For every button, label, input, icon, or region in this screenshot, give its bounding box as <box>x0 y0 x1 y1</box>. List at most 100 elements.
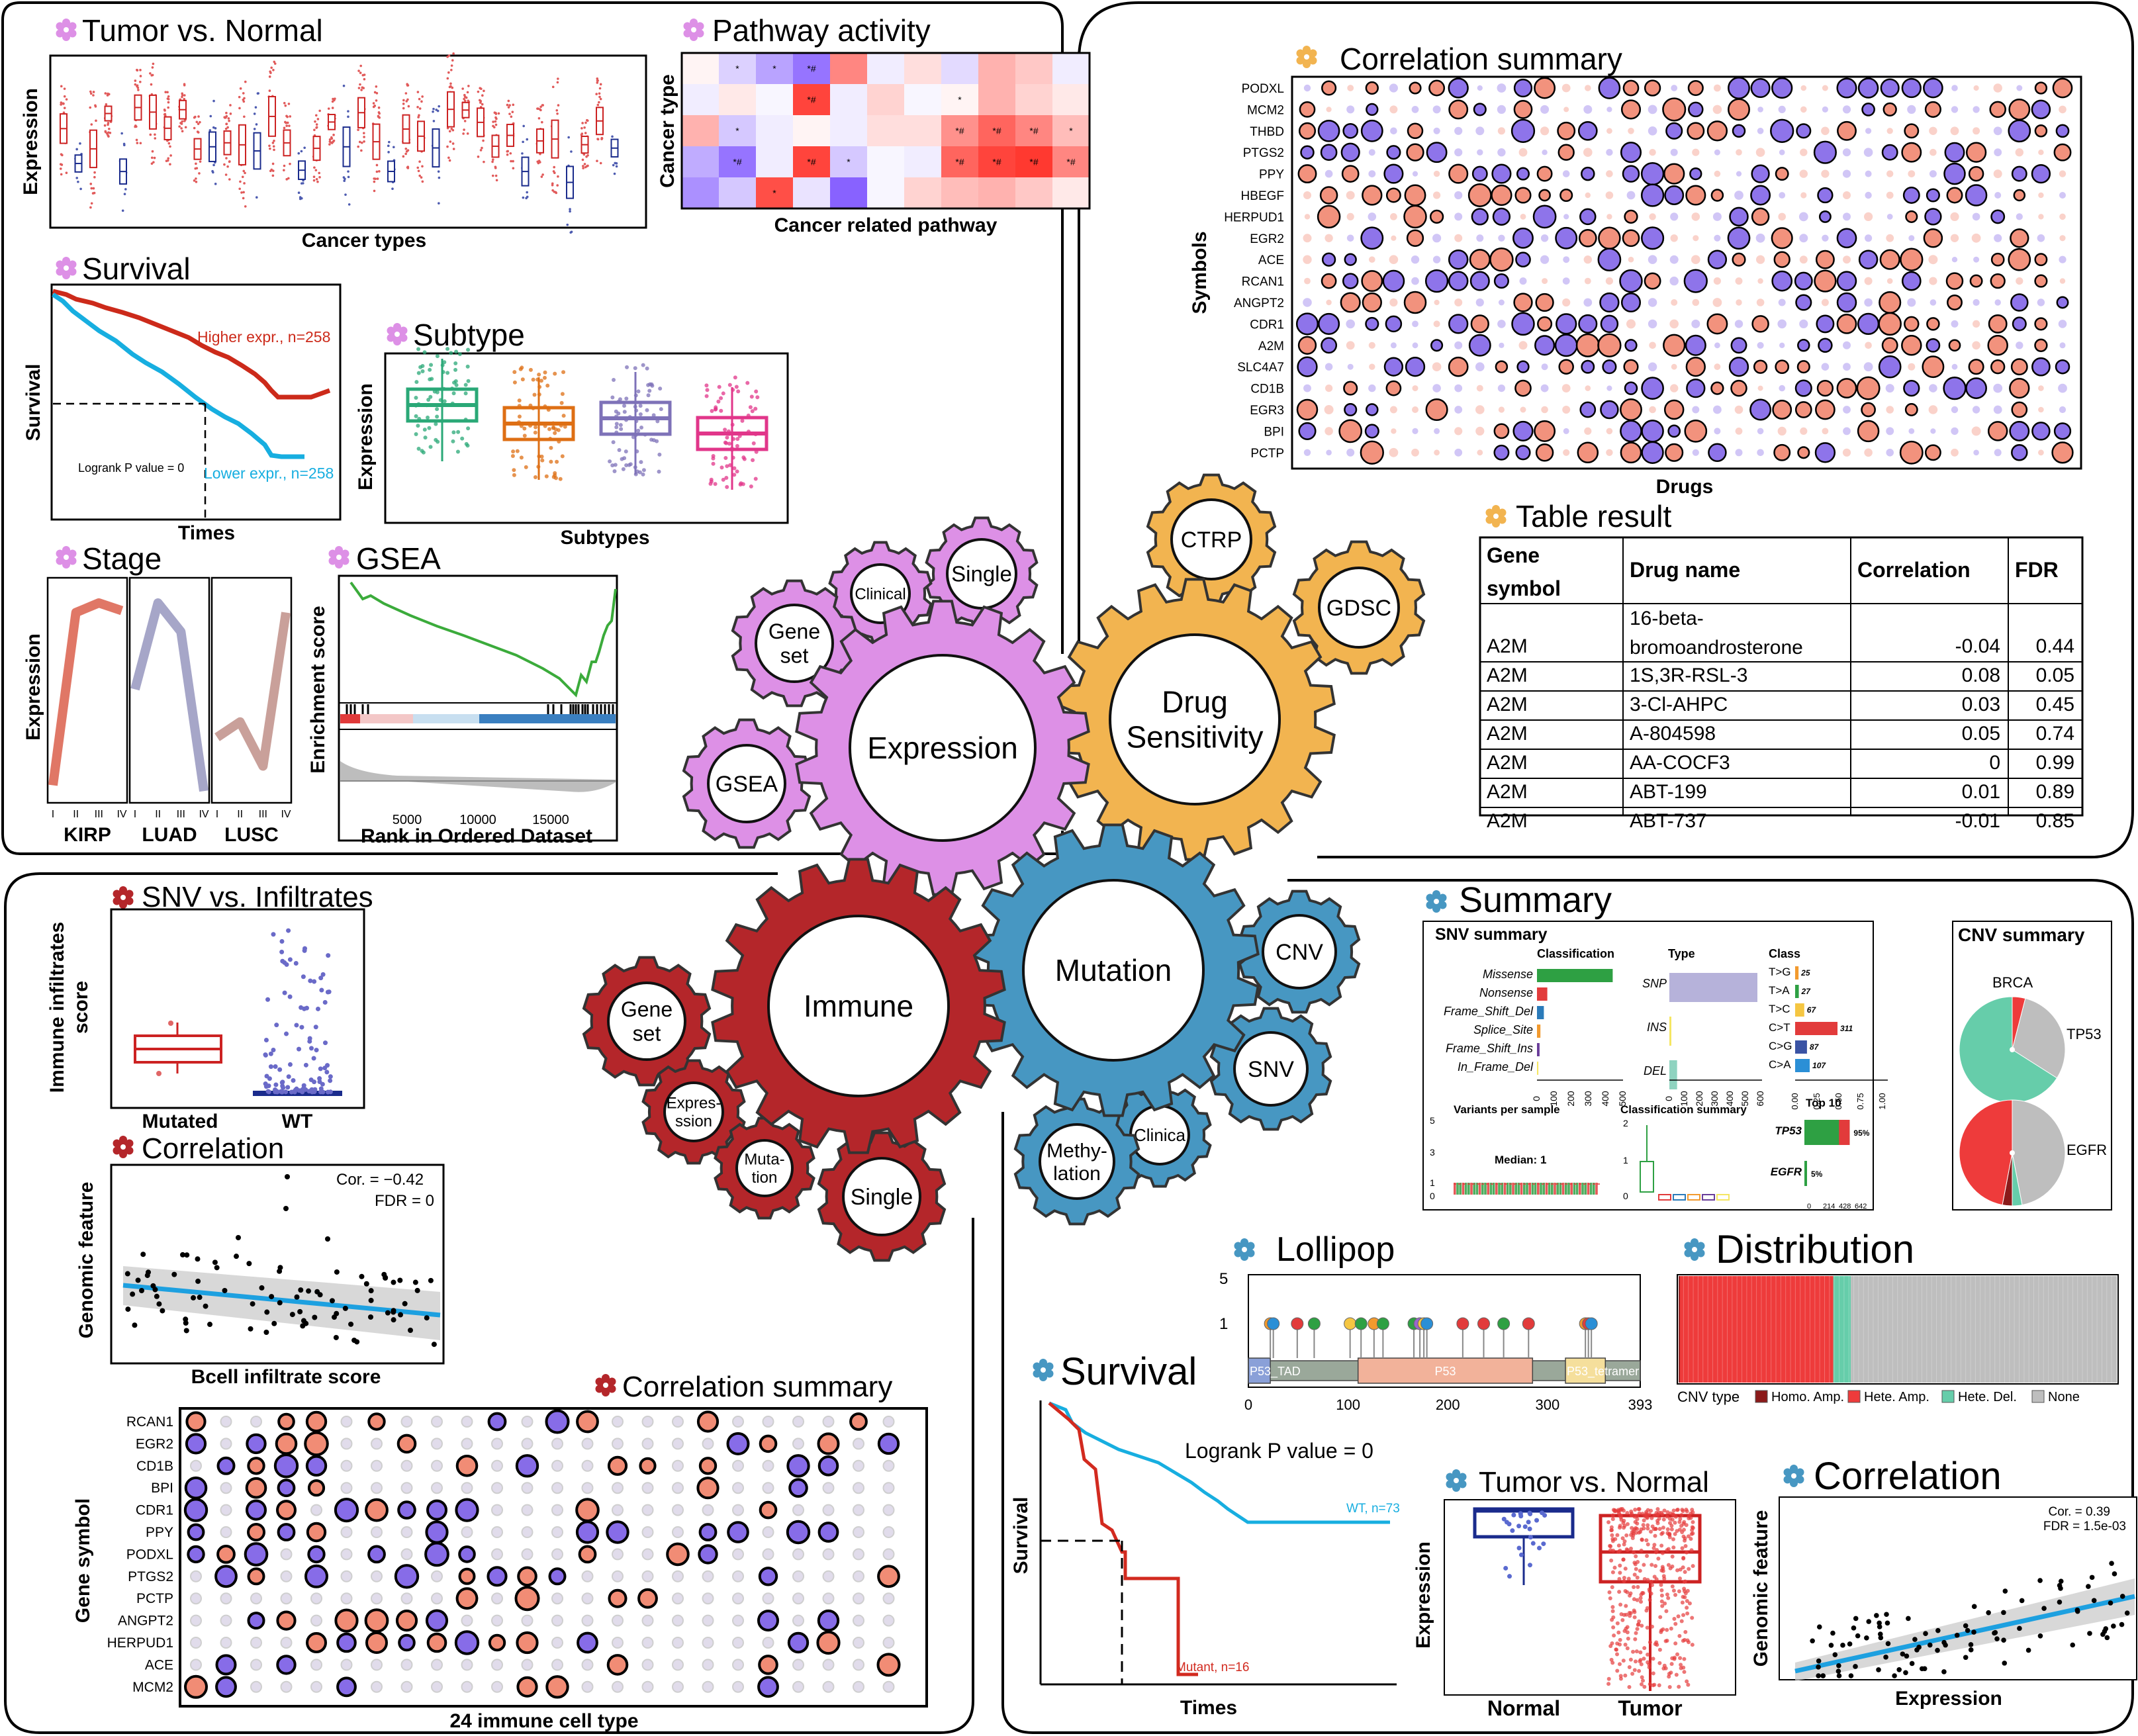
table-border <box>1479 536 2084 817</box>
methylation-gear-hub <box>1039 1123 1115 1200</box>
drug-corr-dot <box>1951 257 1958 263</box>
drug-corr-dot <box>1622 79 1640 97</box>
cnv-pie-center <box>2010 1150 2015 1156</box>
mut-corr-point <box>1883 1655 1888 1660</box>
drug-corr-dot <box>1599 292 1620 313</box>
drug-corr-dot <box>1943 376 1967 400</box>
tn-point <box>60 103 62 106</box>
drug-corr-dot <box>1412 406 1418 413</box>
subtype-point <box>751 458 755 463</box>
drug-corr-dot <box>1993 83 2002 93</box>
type-label: SNP <box>1642 977 1667 990</box>
subtype-point <box>528 367 533 372</box>
tumor-point <box>1677 1520 1682 1524</box>
drug-corr-dot <box>1908 170 1916 177</box>
variants-bar <box>1459 1183 1462 1195</box>
drug-corr-dot <box>2034 338 2048 352</box>
tumor-normal-ylabel: Expression <box>20 88 42 195</box>
drug-corr-dot <box>1390 127 1397 135</box>
tn-point <box>406 84 409 87</box>
tn-point <box>60 163 64 166</box>
immune-corr-dot <box>220 1614 232 1627</box>
mut-corr-point <box>1971 1629 1976 1635</box>
drug-corr-dot <box>1511 312 1535 336</box>
wt-point <box>318 1066 323 1072</box>
tumor-point <box>1673 1531 1677 1536</box>
immune-corr-dot <box>637 1588 658 1609</box>
immune-corr-dot <box>672 1459 684 1472</box>
type-bar <box>1669 1060 1677 1089</box>
subtype-point <box>463 383 468 387</box>
tumor-point <box>1686 1682 1691 1687</box>
drug-corr-dot <box>1598 77 1621 99</box>
tumor-point <box>1606 1676 1611 1681</box>
pathway-mark: *# <box>955 126 964 136</box>
pathway-mark: *# <box>807 157 815 167</box>
drug-corr-dot <box>1706 120 1728 142</box>
tn-point <box>446 145 449 148</box>
tumor-point <box>1661 1667 1666 1671</box>
drug-corr-dot <box>1994 148 2002 157</box>
immune-corr-dot <box>340 1659 353 1671</box>
drug-corr-frame <box>1291 75 2082 470</box>
tumor-point <box>1678 1656 1683 1661</box>
tumor-point <box>1643 1514 1648 1518</box>
immune-corr-dot <box>396 1434 417 1454</box>
subtype-point <box>414 432 418 436</box>
tumor-point <box>1638 1569 1642 1573</box>
drug-corr-dot <box>1900 248 1924 271</box>
normal-point <box>1503 1565 1509 1571</box>
immune-corr-dot <box>461 1482 473 1494</box>
pathway-mark: * <box>772 64 776 74</box>
immune-corr-point <box>348 1321 354 1327</box>
tumor-point <box>1622 1539 1627 1543</box>
subtype-point <box>524 465 528 469</box>
tn-point <box>104 130 107 134</box>
mut-corr-point <box>2041 1606 2047 1611</box>
stage-panel-name: LUSC <box>224 824 279 846</box>
immune-corr-dot <box>190 1659 202 1671</box>
tn-point <box>167 106 169 109</box>
drug-corr-dot <box>1641 226 1665 250</box>
tn-point <box>556 112 559 115</box>
immune-corr-dot <box>306 1522 327 1543</box>
class-summary-minibox <box>1687 1194 1700 1201</box>
drug-corr-dot <box>1886 170 1894 177</box>
drug-corr-dot <box>1973 256 1980 263</box>
tn-point <box>167 97 170 101</box>
immune-corr-point <box>329 1298 335 1304</box>
drug-gene-label: HBEGF <box>1241 189 1284 203</box>
immune-corr-dot <box>307 1545 326 1564</box>
top-gene-label: TP53 <box>1775 1124 1802 1137</box>
tumor-point <box>1638 1650 1643 1655</box>
drug-corr-dot <box>1714 149 1720 156</box>
distribution-title: Distribution <box>1716 1227 1914 1271</box>
immune-corr-dot <box>732 1659 744 1671</box>
lollipop-domain-label: P53_tetramer <box>1567 1365 1639 1379</box>
drug-corr-dot <box>2052 77 2073 99</box>
mut-correlation-flower-icon <box>1783 1465 1804 1487</box>
drug-corr-dot <box>1514 379 1532 397</box>
lollipop-head <box>1477 1317 1491 1330</box>
variants-bar <box>1514 1183 1517 1195</box>
drug-corr-dot <box>1800 85 1807 91</box>
tn-point <box>612 163 615 167</box>
tn-point <box>65 171 68 174</box>
tumor-point <box>1626 1636 1630 1641</box>
immune-corr-dot <box>190 1614 202 1627</box>
immune-gear-hub <box>767 915 950 1097</box>
drug-corr-dot <box>1477 449 1483 456</box>
tn-point <box>581 126 583 130</box>
transition-label: T>G <box>1769 966 1791 978</box>
immune-corr-dot <box>696 1410 720 1433</box>
table-header: Drug name <box>1630 558 1740 582</box>
drug-corr-dot <box>1321 252 1336 267</box>
mut-corr-point <box>1927 1642 1933 1648</box>
tumor-point <box>1690 1643 1695 1647</box>
tn-point <box>151 73 154 77</box>
transition-tick: 0.75 <box>1855 1093 1865 1109</box>
subtype-point <box>560 392 565 396</box>
tumor-point <box>1640 1678 1645 1683</box>
lollipop-xtick: 200 <box>1436 1396 1460 1413</box>
tumor-normal-title: Tumor vs. Normal <box>82 13 323 48</box>
